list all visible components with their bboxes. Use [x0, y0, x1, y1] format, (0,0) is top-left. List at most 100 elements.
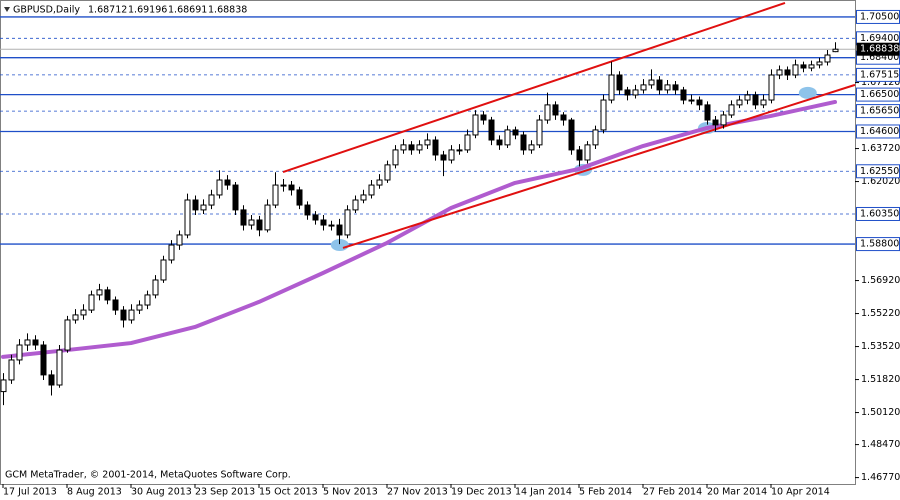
candle-body [376, 179, 383, 186]
y-tick-label: 1.56920 [861, 275, 900, 286]
candle-body [176, 234, 183, 246]
candle-body [784, 69, 791, 76]
candle-body [280, 184, 287, 187]
y-tick-label: 1.51820 [861, 374, 900, 385]
candle-body [544, 104, 551, 121]
x-tick-label: 14 Jan 2014 [515, 487, 572, 498]
candle-body [560, 114, 567, 121]
candle-body [120, 309, 127, 321]
candle-body [192, 199, 199, 211]
candle-body [344, 209, 351, 236]
y-tick-label: 1.55220 [861, 308, 900, 319]
candle-body [56, 349, 63, 386]
candle-body [440, 154, 447, 161]
candle-body [424, 139, 431, 146]
level-label: 1.67515 [860, 69, 899, 80]
candle-body [392, 149, 399, 166]
candle-body [288, 184, 295, 191]
candle-body [672, 84, 679, 91]
candle-body [536, 119, 543, 146]
candle-body [304, 204, 311, 216]
candle-body [832, 48, 839, 53]
candle-body [296, 189, 303, 206]
level-label: 1.64600 [860, 126, 899, 137]
level-label: 1.66500 [860, 89, 899, 100]
y-tick-label: 1.50120 [861, 407, 900, 418]
candle-body [664, 84, 671, 91]
candle-body [808, 64, 815, 69]
level-label: 1.70500 [860, 11, 899, 22]
candle-body [728, 104, 735, 116]
candle-body [568, 119, 575, 151]
candle-body [480, 114, 487, 121]
candle-body [680, 89, 687, 101]
high-price: 1.69196 [128, 5, 167, 16]
candle-body [600, 99, 607, 131]
candle-body [0, 379, 7, 393]
x-tick-label: 5 Nov 2013 [323, 487, 378, 498]
candle-body [552, 104, 559, 116]
candle-body [464, 134, 471, 151]
candle-body [584, 144, 591, 161]
price-label: 1.68838 [860, 44, 899, 55]
candle-body [128, 309, 135, 321]
level-label: 1.65650 [860, 106, 899, 117]
candle-body [232, 184, 239, 211]
candle-body [40, 344, 47, 376]
candle-body [72, 314, 79, 321]
level-label: 1.58800 [860, 239, 899, 250]
candle-body [216, 179, 223, 196]
open-price: 1.68712 [88, 5, 127, 16]
candle-body [648, 79, 655, 86]
candle-body [328, 224, 335, 227]
label-layer: 1.67120 1.63720 1.62020 1.56920 1.55220 1.535… [2, 9, 900, 498]
candle-body [112, 299, 119, 311]
candle-body [760, 99, 767, 106]
candle-body [248, 219, 255, 226]
low-price: 1.68691 [168, 5, 207, 16]
trend-line [282, 2, 786, 173]
level-label: 1.68400 [860, 52, 899, 63]
candle-body [528, 144, 535, 151]
candle-body [16, 344, 23, 361]
x-tick-label: 20 Mar 2014 [707, 487, 767, 498]
candle-body [264, 204, 271, 231]
candle-body [456, 149, 463, 152]
candle-body [656, 79, 663, 91]
candle-body [704, 104, 711, 121]
candle-body [136, 304, 143, 311]
candle-body [432, 139, 439, 156]
candle-body [792, 64, 799, 76]
y-tick-label: 1.63720 [861, 143, 900, 154]
x-tick-label: 17 Jul 2013 [3, 487, 57, 498]
candle-body [336, 224, 343, 236]
candle-body [104, 289, 111, 301]
price-label-box [856, 42, 900, 56]
candle-body [80, 309, 87, 316]
candle-body [368, 184, 375, 196]
candle-body [352, 199, 359, 211]
candle-body [576, 149, 583, 161]
candle-body [448, 149, 455, 161]
candle-body [144, 294, 151, 306]
x-tick-label: 8 Aug 2013 [67, 487, 122, 498]
x-tick-label: 27 Nov 2013 [387, 487, 448, 498]
header-icon [4, 7, 10, 12]
candle-body [512, 129, 519, 136]
candle-body [360, 194, 367, 201]
candle-body [608, 74, 615, 101]
candle-body [640, 84, 647, 91]
x-tick-label: 15 Oct 2013 [259, 487, 318, 498]
candle-body [504, 129, 511, 146]
x-tick-label: 23 Sep 2013 [195, 487, 255, 498]
candle-body [472, 114, 479, 136]
candle-body [160, 259, 167, 281]
candle-body [168, 244, 175, 261]
candle-body [824, 54, 831, 63]
candle-body [64, 319, 71, 351]
candle-body [400, 144, 407, 151]
candle-body [152, 279, 159, 296]
candle-body [776, 69, 783, 76]
y-tick-label: 1.46770 [861, 472, 900, 483]
